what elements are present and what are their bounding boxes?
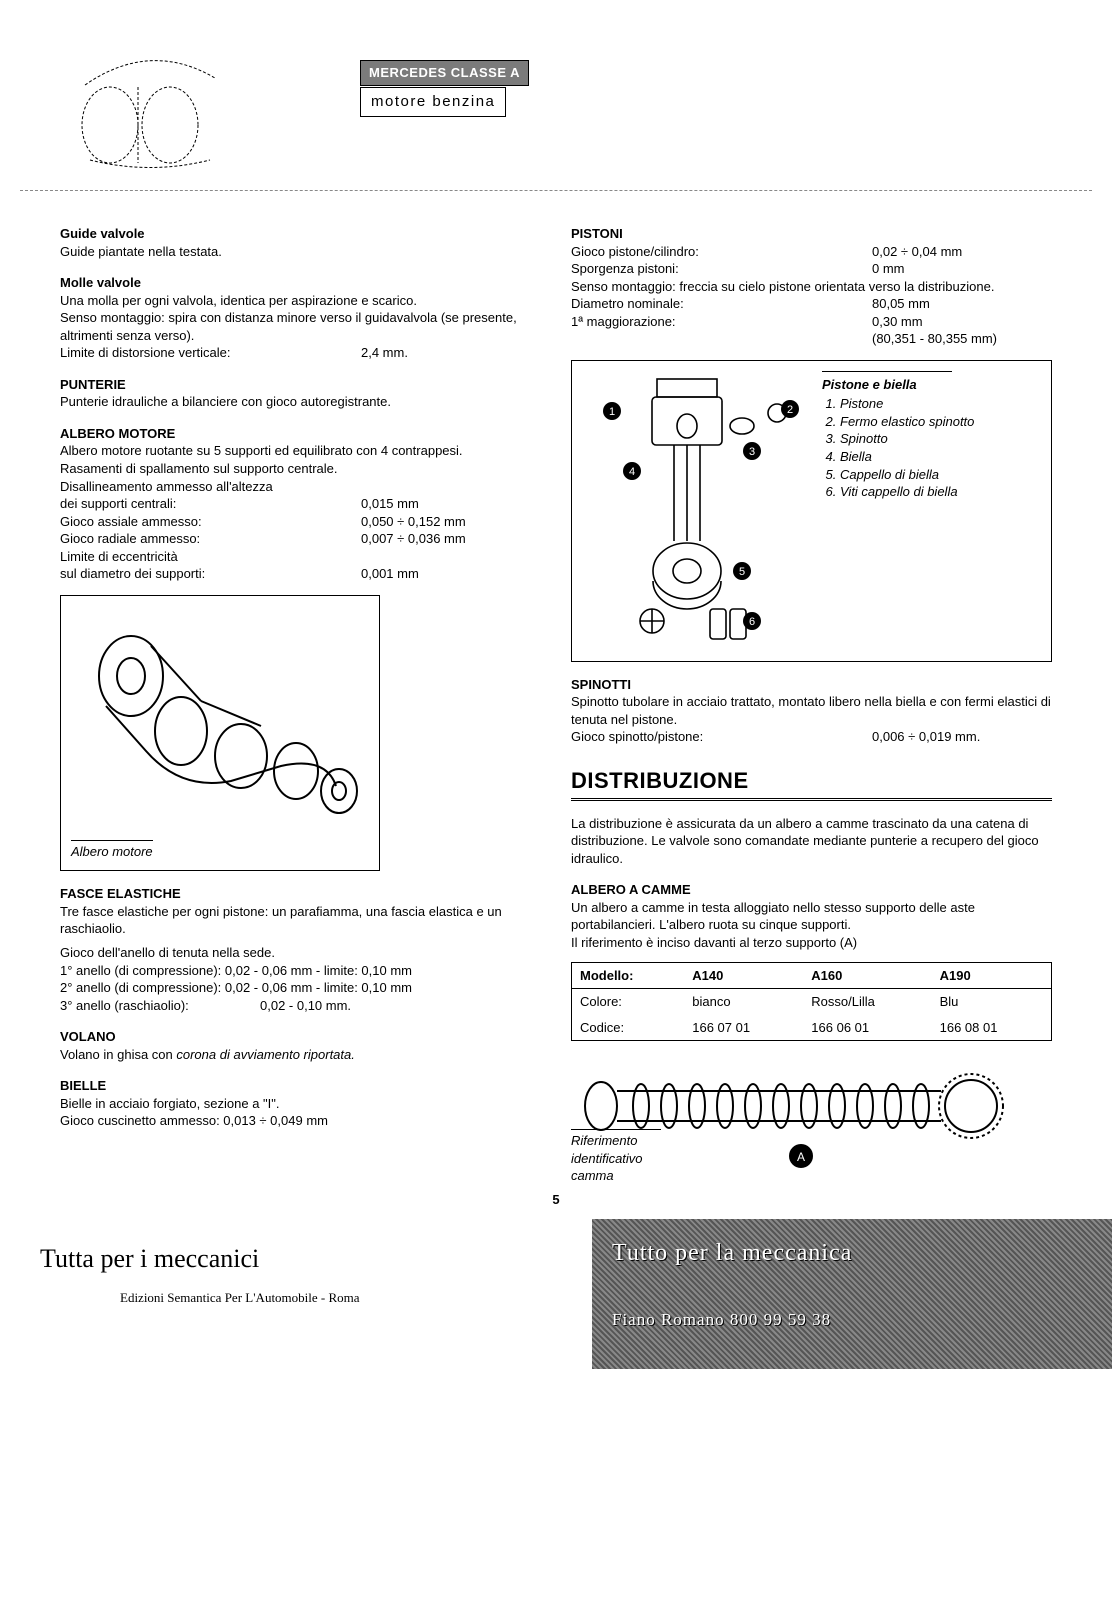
piston-legend-item: Viti cappello di biella	[840, 483, 974, 501]
sporg-label: Sporgenza pistoni:	[571, 260, 872, 278]
spinotti-gioco-val: 0,006 ÷ 0,019 mm.	[872, 728, 1052, 746]
svg-text:4: 4	[629, 466, 635, 478]
svg-text:6: 6	[749, 616, 755, 628]
table-cell: Blu	[932, 989, 1052, 1015]
svg-text:1: 1	[609, 406, 615, 418]
table-header: Modello:	[572, 962, 685, 989]
table-cell: Colore:	[572, 989, 685, 1015]
guide-valvole-title: Guide valvole	[60, 225, 541, 243]
albero-supporti-val: 0,015 mm	[361, 495, 541, 513]
svg-text:3: 3	[749, 446, 755, 458]
fasce-r2: 2° anello (di compressione): 0,02 - 0,06…	[60, 979, 541, 997]
punterie-title: PUNTERIE	[60, 376, 541, 394]
bielle-text2: Gioco cuscinetto ammesso: 0,013 ÷ 0,049 …	[60, 1112, 541, 1130]
piston-figure: 1 2 3 4 5 6 Pi	[571, 360, 1052, 662]
diam-val: 80,05 mm	[872, 295, 1052, 313]
albero-text2: Rasamenti di spallamento sul supporto ce…	[60, 460, 541, 478]
distribuzione-heading: DISTRIBUZIONE	[571, 766, 1052, 801]
pistoni-title: PISTONI	[571, 225, 1052, 243]
albero-radiale-val: 0,007 ÷ 0,036 mm	[361, 530, 541, 548]
fasce-r3-val: 0,02 - 0,10 mm.	[260, 997, 351, 1015]
svg-text:5: 5	[739, 566, 745, 578]
gpc-label: Gioco pistone/cilindro:	[571, 243, 872, 261]
camshaft-figure: A Riferimento identificativo camma	[571, 1051, 1052, 1181]
albero-supporti-label: dei supporti centrali:	[60, 495, 361, 513]
spinotti-gioco-label: Gioco spinotto/pistone:	[571, 728, 872, 746]
table-cell: 166 06 01	[803, 1015, 931, 1041]
header-sketch	[60, 30, 240, 180]
fasce-text1: Tre fasce elastiche per ogni pistone: un…	[60, 903, 541, 938]
footer-right: Tutto per la meccanica Fiano Romano 800 …	[592, 1219, 1112, 1369]
piston-legend-item: Cappello di biella	[840, 466, 974, 484]
subtitle-badge: motore benzina	[360, 87, 506, 117]
brand-badge: MERCEDES CLASSE A	[360, 60, 529, 86]
sporg-val: 0 mm	[872, 260, 1052, 278]
magg-label: 1ª maggiorazione:	[571, 313, 872, 331]
pistoni-senso: Senso montaggio: freccia su cielo piston…	[571, 278, 1052, 296]
table-header: A160	[803, 962, 931, 989]
fasce-title: FASCE ELASTICHE	[60, 885, 541, 903]
piston-legend-item: Biella	[840, 448, 974, 466]
albero-title: ALBERO MOTORE	[60, 425, 541, 443]
molle-text1: Una molla per ogni valvola, identica per…	[60, 292, 541, 310]
albero-radiale-label: Gioco radiale ammesso:	[60, 530, 361, 548]
magg-range: (80,351 - 80,355 mm)	[872, 330, 1052, 348]
gpc-val: 0,02 ÷ 0,04 mm	[872, 243, 1052, 261]
albero-assiale-val: 0,050 ÷ 0,152 mm	[361, 513, 541, 531]
camme-text1: Un albero a camme in testa alloggiato ne…	[571, 899, 1052, 934]
table-cell: Codice:	[572, 1015, 685, 1041]
camshaft-caption1: Riferimento	[571, 1132, 661, 1150]
piston-legend-title: Pistone e biella	[822, 376, 974, 394]
table-cell: 166 07 01	[684, 1015, 803, 1041]
spinotti-title: SPINOTTI	[571, 676, 1052, 694]
diam-label: Diametro nominale:	[571, 295, 872, 313]
albero-ecc-label: Limite di eccentricità	[60, 548, 541, 566]
fasce-text2: Gioco dell'anello di tenuta nella sede.	[60, 944, 541, 962]
table-cell: 166 08 01	[932, 1015, 1052, 1041]
piston-legend-item: Spinotto	[840, 430, 974, 448]
camme-title: ALBERO A CAMME	[571, 881, 1052, 899]
volano-title: VOLANO	[60, 1028, 541, 1046]
distribuzione-text: La distribuzione è assicurata da un albe…	[571, 815, 1052, 868]
footer-left-sub: Edizioni Semantica Per L'Automobile - Ro…	[120, 1289, 360, 1307]
table-header: A140	[684, 962, 803, 989]
camshaft-caption3: camma	[571, 1167, 661, 1185]
table-cell: bianco	[684, 989, 803, 1015]
magg-val: 0,30 mm	[872, 313, 1052, 331]
molle-limite-label: Limite di distorsione verticale:	[60, 344, 361, 362]
camme-table: Modello:A140A160A190 Colore:biancoRosso/…	[571, 962, 1052, 1042]
volano-text: Volano in ghisa con corona di avviamento…	[60, 1046, 541, 1064]
bielle-text1: Bielle in acciaio forgiato, sezione a "I…	[60, 1095, 541, 1113]
footer-left: Tutta per i meccanici	[40, 1241, 259, 1276]
spinotti-text: Spinotto tubolare in acciaio trattato, m…	[571, 693, 1052, 728]
punterie-text: Punterie idrauliche a bilanciere con gio…	[60, 393, 541, 411]
albero-assiale-label: Gioco assiale ammesso:	[60, 513, 361, 531]
bielle-title: BIELLE	[60, 1077, 541, 1095]
molle-limite-val: 2,4 mm.	[361, 344, 541, 362]
table-cell: Rosso/Lilla	[803, 989, 931, 1015]
piston-legend-item: Pistone	[840, 395, 974, 413]
albero-disall: Disallineamento ammesso all'altezza	[60, 478, 541, 496]
fasce-r3-label: 3° anello (raschiaolio):	[60, 997, 260, 1015]
svg-text:A: A	[797, 1150, 805, 1164]
albero-ecc-label2: sul diametro dei supporti:	[60, 565, 361, 583]
albero-ecc-val: 0,001 mm	[361, 565, 541, 583]
crankshaft-figure: Albero motore	[60, 595, 380, 872]
camshaft-caption2: identificativo	[571, 1150, 661, 1168]
svg-text:2: 2	[787, 404, 793, 416]
footer: Tutta per i meccanici Edizioni Semantica…	[0, 1219, 1112, 1379]
table-header: A190	[932, 962, 1052, 989]
fasce-r1: 1° anello (di compressione): 0,02 - 0,06…	[60, 962, 541, 980]
crankshaft-caption: Albero motore	[71, 840, 153, 861]
molle-text2: Senso montaggio: spira con distanza mino…	[60, 309, 541, 344]
guide-valvole-text: Guide piantate nella testata.	[60, 243, 541, 261]
albero-text1: Albero motore ruotante su 5 supporti ed …	[60, 442, 541, 460]
page-number: 5	[60, 1191, 1052, 1209]
piston-legend-item: Fermo elastico spinotto	[840, 413, 974, 431]
molle-title: Molle valvole	[60, 274, 541, 292]
camme-text2: Il riferimento è inciso davanti al terzo…	[571, 934, 1052, 952]
